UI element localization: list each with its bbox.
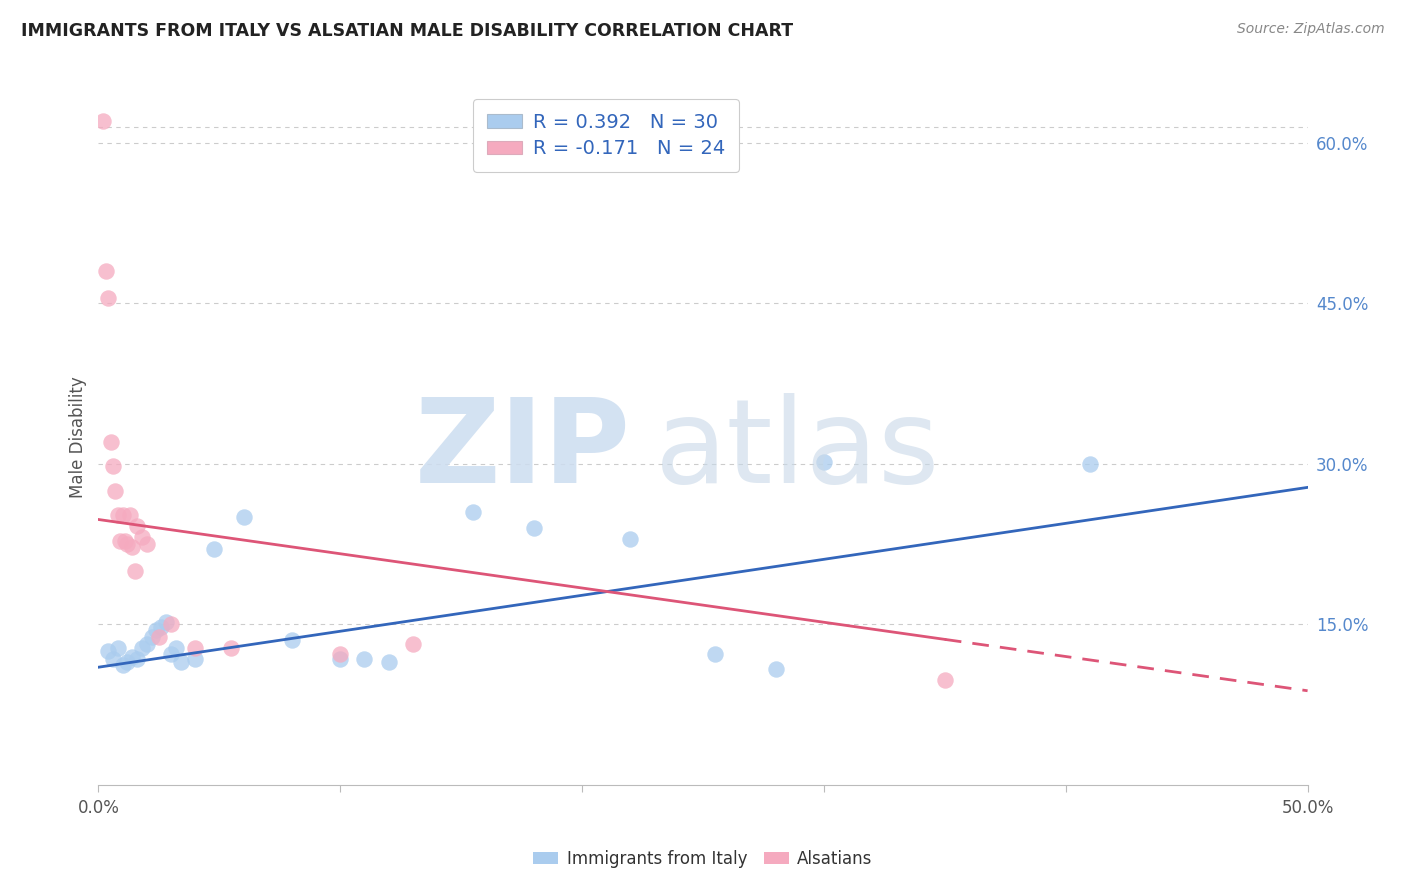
Point [329, 651, 352, 665]
Point [765, 662, 787, 676]
Point [107, 508, 129, 523]
Point [97, 291, 120, 305]
Point [150, 619, 173, 633]
Point [1078, 457, 1101, 471]
Point [97, 644, 120, 658]
Point [111, 658, 134, 673]
Point [232, 510, 254, 524]
Point [124, 564, 146, 578]
Point [108, 533, 131, 548]
Point [141, 630, 163, 644]
Point [91, 114, 114, 128]
Point [101, 458, 124, 473]
Point [135, 537, 157, 551]
Point [127, 519, 149, 533]
Point [100, 435, 122, 450]
Point [160, 617, 183, 632]
Point [121, 541, 143, 555]
Point [402, 637, 425, 651]
Point [107, 640, 129, 655]
Point [114, 533, 136, 548]
Text: IMMIGRANTS FROM ITALY VS ALSATIAN MALE DISABILITY CORRELATION CHART: IMMIGRANTS FROM ITALY VS ALSATIAN MALE D… [21, 22, 793, 40]
Text: atlas: atlas [655, 393, 941, 508]
Point [135, 637, 157, 651]
Text: Source: ZipAtlas.com: Source: ZipAtlas.com [1237, 22, 1385, 37]
Point [704, 648, 727, 662]
Point [127, 651, 149, 665]
Point [619, 532, 641, 546]
Point [148, 630, 170, 644]
Point [463, 505, 485, 519]
Point [165, 640, 187, 655]
Legend: Immigrants from Italy, Alsatians: Immigrants from Italy, Alsatians [527, 844, 879, 875]
Text: ZIP: ZIP [415, 393, 630, 508]
Point [111, 508, 134, 523]
Point [169, 655, 191, 669]
Point [118, 508, 141, 523]
Point [377, 655, 399, 669]
Point [94, 264, 117, 278]
Point [353, 651, 375, 665]
Point [813, 455, 835, 469]
Point [104, 483, 127, 498]
Point [155, 615, 177, 630]
Point [329, 648, 352, 662]
Y-axis label: Male Disability: Male Disability [69, 376, 87, 498]
Point [523, 521, 546, 535]
Point [101, 651, 124, 665]
Legend: R = 0.392   N = 30, R = -0.171   N = 24: R = 0.392 N = 30, R = -0.171 N = 24 [474, 99, 740, 172]
Point [131, 530, 153, 544]
Point [131, 640, 153, 655]
Point [221, 640, 243, 655]
Point [117, 537, 139, 551]
Point [117, 655, 139, 669]
Point [184, 640, 207, 655]
Point [281, 633, 304, 648]
Point [121, 649, 143, 664]
Point [145, 623, 167, 637]
Point [204, 542, 226, 557]
Point [934, 673, 956, 687]
Point [184, 651, 207, 665]
Point [160, 648, 183, 662]
